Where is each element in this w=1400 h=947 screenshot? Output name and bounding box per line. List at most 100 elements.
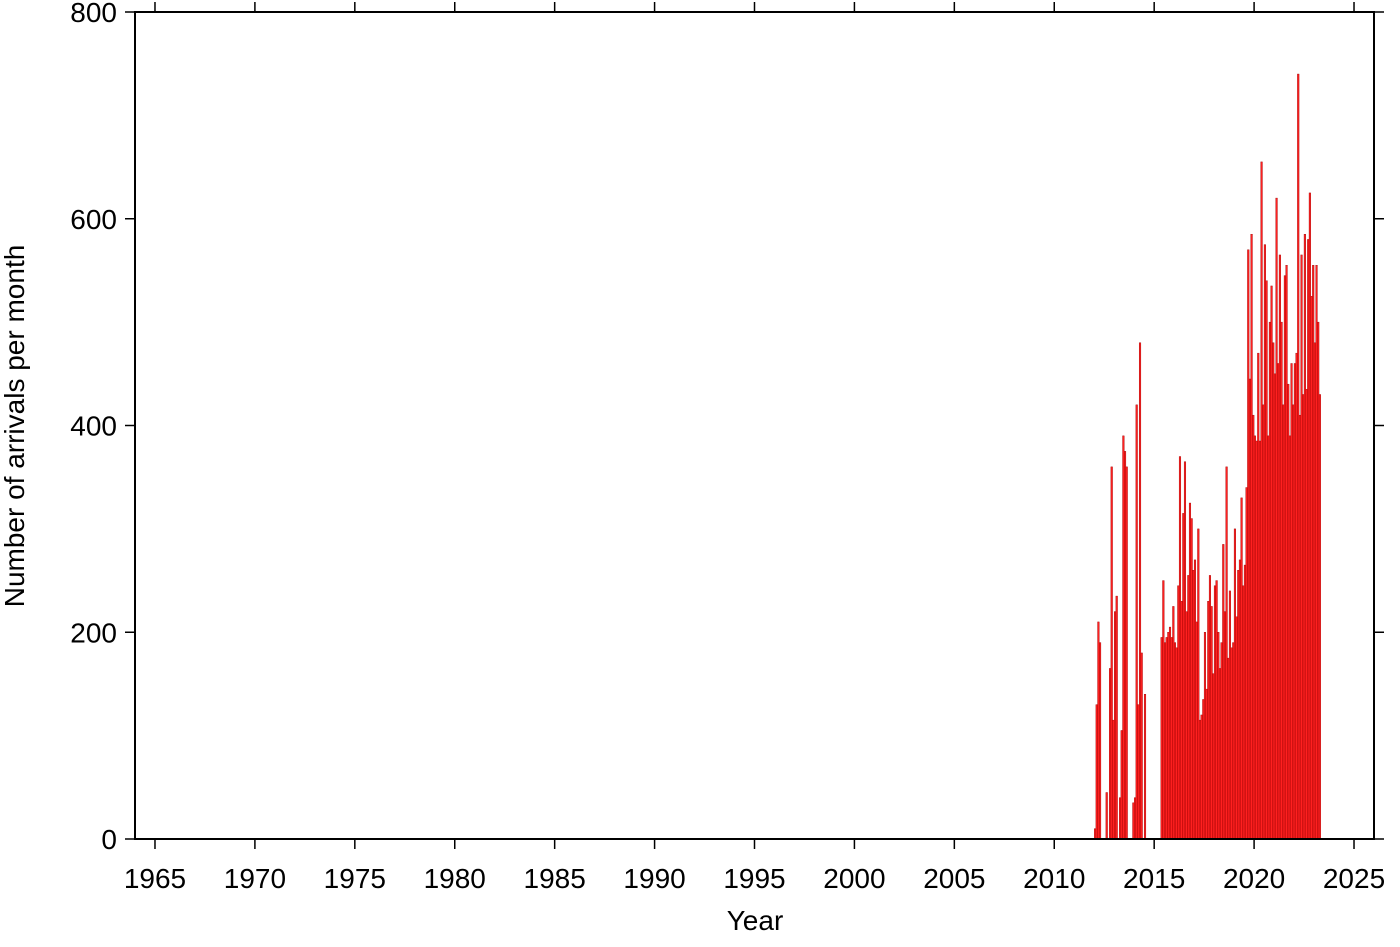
bar [1217,632,1220,840]
bar [1310,296,1313,840]
bar [1245,487,1248,840]
x-tick-label: 1970 [224,863,286,894]
bar [1099,642,1102,840]
bar [1287,383,1290,840]
bar [1292,404,1295,840]
bar [1272,342,1275,840]
bar [1282,404,1285,840]
x-tick-label: 2020 [1223,863,1285,894]
bar [1318,394,1321,840]
bar [1125,466,1128,840]
bar [1170,637,1173,840]
bar [1315,265,1318,840]
bar [1140,652,1143,840]
bar [1178,456,1182,840]
y-tick-label: 600 [70,204,117,235]
bar [1205,688,1208,840]
x-tick-label: 2015 [1123,863,1185,894]
x-tick-label: 1965 [124,863,186,894]
bar [1313,342,1316,840]
x-axis-title: Year [727,905,784,936]
bar [1247,249,1250,840]
bar [1210,606,1213,840]
bar [1222,544,1225,840]
bar [1238,559,1241,840]
bar [1297,73,1300,840]
bar [1197,528,1200,840]
x-tick-label: 2025 [1323,863,1385,894]
bar [1207,601,1210,840]
bar [1293,363,1296,840]
bar [1235,616,1238,840]
bar [1260,161,1263,840]
bar [1302,394,1305,840]
bar [1232,642,1235,840]
bar [1312,265,1315,840]
bar [1285,265,1288,840]
bar [1120,730,1123,840]
bar [1203,632,1206,840]
bar [1227,657,1230,840]
bar [1303,234,1306,840]
bar [1220,642,1223,840]
bar [1175,647,1178,840]
bar [1097,621,1100,840]
bar [1208,575,1211,840]
bar [1190,518,1193,840]
bar [1307,239,1310,840]
bar [1305,389,1308,840]
bar [1262,404,1265,840]
x-tick-label: 1975 [324,863,386,894]
bar [1277,363,1280,840]
bar [1133,797,1137,840]
bar [1240,497,1243,840]
bar [1198,719,1201,840]
bar [1182,513,1185,840]
bar [1115,595,1118,840]
bar [1200,714,1203,840]
bar [1298,414,1301,840]
bar [1253,435,1256,840]
x-tick-label: 1985 [524,863,586,894]
bar [1270,285,1273,840]
y-axis-title: Number of arrivals per month [0,245,30,608]
y-tick-label: 0 [101,824,117,855]
bar [1317,321,1320,840]
bar [1308,192,1311,840]
bar [1212,673,1215,840]
bar [1242,585,1245,840]
bar [1267,435,1270,840]
y-tick-label: 400 [70,411,117,442]
bar [1295,352,1298,840]
bar [1187,575,1190,840]
bar [1300,254,1303,840]
bar [1180,601,1183,840]
bar [1215,580,1218,840]
bar [1094,828,1097,840]
bar [1250,234,1253,840]
bar [1243,564,1246,840]
bar [1119,797,1122,840]
bar [1252,414,1255,840]
bar [1225,466,1228,840]
x-tick-label: 1980 [424,863,486,894]
bar [1280,321,1283,840]
bar [1109,668,1112,840]
y-tick-label: 200 [70,617,117,648]
bar [1283,275,1286,840]
bar [1275,197,1278,840]
bar [1195,621,1198,840]
bar [1278,254,1281,840]
bar [1173,642,1177,840]
bar [1183,461,1187,840]
x-tick-label: 2000 [823,863,885,894]
bar [1167,632,1170,840]
bar [1124,451,1127,840]
bar [1135,404,1138,840]
x-tick-label: 1990 [623,863,685,894]
bar [1218,668,1221,840]
x-tick-label: 1995 [723,863,785,894]
bar [1112,719,1115,840]
bar [1268,321,1271,840]
bar [1163,642,1167,840]
